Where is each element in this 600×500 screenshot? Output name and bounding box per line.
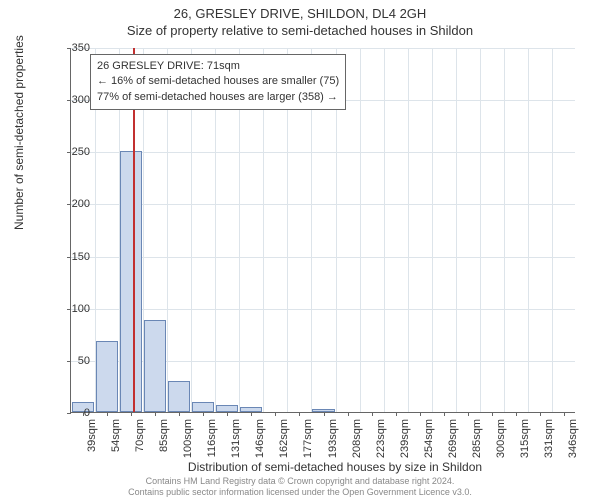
info-box: 26 GRESLEY DRIVE: 71sqm ← 16% of semi-de… bbox=[90, 54, 346, 110]
x-tick-label: 193sqm bbox=[327, 419, 339, 458]
histogram-bar bbox=[216, 405, 238, 412]
y-tick-label: 250 bbox=[50, 146, 90, 158]
chart-title: 26, GRESLEY DRIVE, SHILDON, DL4 2GH bbox=[0, 0, 600, 21]
y-tick-label: 50 bbox=[50, 355, 90, 367]
histogram-bar bbox=[120, 151, 142, 412]
x-tick-label: 315sqm bbox=[519, 419, 531, 458]
x-tick-label: 208sqm bbox=[351, 419, 363, 458]
histogram-bar bbox=[192, 402, 214, 412]
x-tick-label: 146sqm bbox=[254, 419, 266, 458]
x-tick-label: 254sqm bbox=[423, 419, 435, 458]
x-tick-label: 223sqm bbox=[375, 419, 387, 458]
info-line-3: 77% of semi-detached houses are larger (… bbox=[97, 90, 339, 105]
chart-plot-area: 26 GRESLEY DRIVE: 71sqm ← 16% of semi-de… bbox=[70, 48, 575, 413]
info-line-1: 26 GRESLEY DRIVE: 71sqm bbox=[97, 59, 339, 74]
y-tick-label: 150 bbox=[50, 251, 90, 263]
x-tick-label: 116sqm bbox=[206, 419, 218, 457]
y-tick-label: 200 bbox=[50, 198, 90, 210]
y-axis-label: Number of semi-detached properties bbox=[12, 35, 26, 230]
y-tick-label: 350 bbox=[50, 42, 90, 54]
x-tick-label: 239sqm bbox=[399, 419, 411, 458]
histogram-bar bbox=[96, 341, 118, 412]
x-tick-label: 331sqm bbox=[543, 419, 555, 458]
footer-text: Contains HM Land Registry data © Crown c… bbox=[0, 476, 600, 498]
x-tick-label: 300sqm bbox=[495, 419, 507, 458]
x-tick-label: 177sqm bbox=[302, 419, 314, 458]
footer-line-3: Contains public sector information licen… bbox=[0, 487, 600, 498]
x-tick-label: 70sqm bbox=[134, 419, 146, 452]
x-tick-label: 131sqm bbox=[230, 419, 242, 458]
chart-subtitle: Size of property relative to semi-detach… bbox=[0, 21, 600, 38]
footer-line-1: Contains HM Land Registry data © Crown c… bbox=[0, 476, 600, 487]
x-axis-label: Distribution of semi-detached houses by … bbox=[35, 460, 600, 474]
x-tick-label: 100sqm bbox=[182, 419, 194, 458]
y-tick-label: 100 bbox=[50, 303, 90, 315]
y-tick-label: 0 bbox=[50, 407, 90, 419]
x-tick-label: 285sqm bbox=[471, 419, 483, 458]
histogram-bar bbox=[144, 320, 166, 412]
histogram-bar bbox=[168, 381, 190, 412]
x-tick-label: 39sqm bbox=[86, 419, 98, 452]
x-tick-label: 85sqm bbox=[158, 419, 170, 452]
x-tick-label: 54sqm bbox=[110, 419, 122, 452]
x-tick-label: 269sqm bbox=[447, 419, 459, 458]
info-line-2: ← 16% of semi-detached houses are smalle… bbox=[97, 74, 339, 89]
x-tick-label: 162sqm bbox=[278, 419, 290, 458]
x-tick-label: 346sqm bbox=[567, 419, 579, 458]
y-tick-label: 300 bbox=[50, 94, 90, 106]
